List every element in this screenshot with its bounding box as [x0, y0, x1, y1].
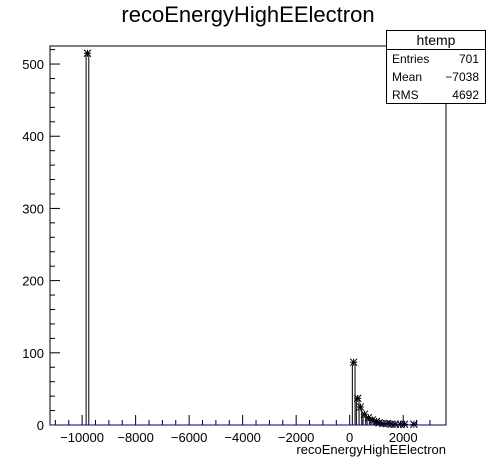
- x-tick-label: −6000: [171, 430, 208, 445]
- stats-row-mean: Mean −7038: [387, 68, 485, 86]
- x-axis-label: recoEnergyHighEElectron: [296, 442, 446, 457]
- stats-box-name: htemp: [387, 31, 485, 50]
- stats-entries-label: Entries: [392, 52, 430, 66]
- data-point-marker: [356, 403, 365, 411]
- stats-row-entries: Entries 701: [387, 50, 485, 68]
- y-tick-label: 200: [22, 274, 44, 289]
- y-tick-label: 0: [37, 418, 44, 433]
- data-point-marker: [410, 420, 418, 429]
- stats-mean-value: −7038: [445, 70, 479, 84]
- data-point-marker: [400, 420, 409, 429]
- data-point-marker: [349, 358, 358, 367]
- chart-title: recoEnergyHighEElectron: [121, 2, 375, 27]
- y-tick-label: 500: [22, 57, 44, 72]
- data-point-marker: [83, 49, 92, 58]
- x-tick-label: −8000: [117, 430, 154, 445]
- y-tick-label: 400: [22, 129, 44, 144]
- x-tick-label: 0: [346, 430, 353, 445]
- x-tick-label: 2000: [389, 430, 418, 445]
- stats-mean-label: Mean: [392, 70, 423, 84]
- stats-entries-value: 701: [458, 52, 479, 66]
- y-tick-label: 300: [22, 201, 44, 216]
- stats-rms-value: 4692: [452, 88, 479, 102]
- histogram-bar: [85, 52, 90, 426]
- y-tick-label: 100: [22, 346, 44, 361]
- x-tick-label: −10000: [60, 430, 104, 445]
- data-point-marker: [353, 394, 362, 403]
- stats-rms-label: RMS: [392, 88, 419, 102]
- x-tick-label: −4000: [224, 430, 261, 445]
- stats-box: htemp Entries 701 Mean −7038 RMS 4692: [386, 30, 486, 104]
- stats-row-rms: RMS 4692: [387, 86, 485, 104]
- histogram-bar: [351, 361, 356, 426]
- x-tick-label: −2000: [278, 430, 315, 445]
